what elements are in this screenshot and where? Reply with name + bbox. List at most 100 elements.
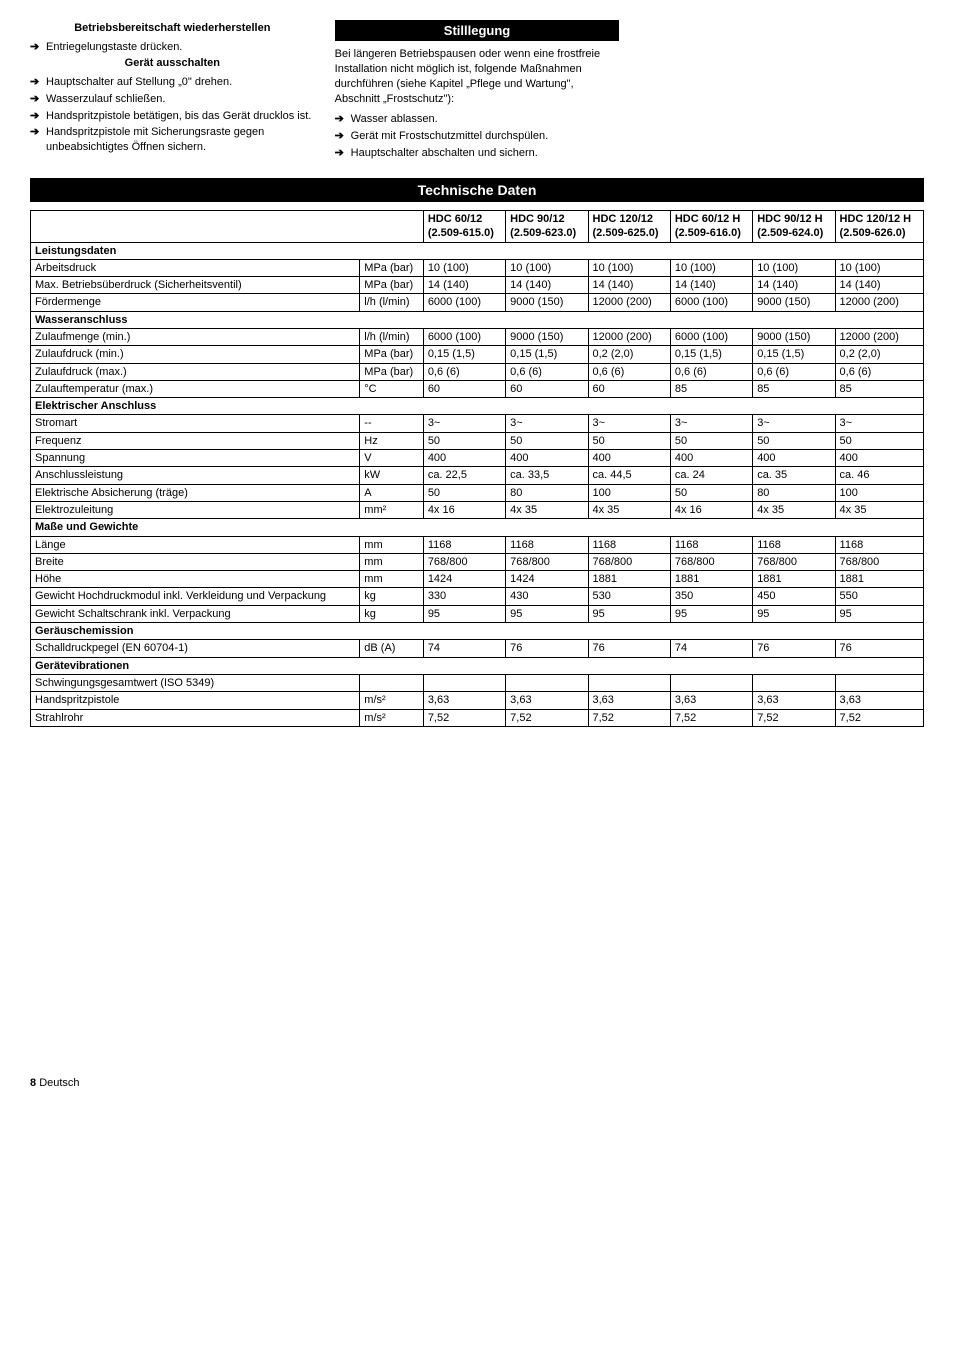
heading-tech-data: Technische Daten — [30, 178, 924, 202]
cell: 3~ — [670, 415, 752, 432]
cell: 95 — [670, 605, 752, 622]
cell: 530 — [588, 588, 670, 605]
cell: 95 — [423, 605, 505, 622]
arrow-icon: ➔ — [335, 129, 351, 144]
heading-restore: Betriebsbereitschaft wiederherstellen — [30, 22, 315, 34]
table-row: Gewicht Hochdruckmodul inkl. Verkleidung… — [31, 588, 924, 605]
col-header: HDC 90/12 H(2.509-624.0) — [753, 210, 835, 242]
row-unit: MPa (bar) — [360, 346, 424, 363]
cell: 400 — [588, 450, 670, 467]
cell: 80 — [753, 484, 835, 501]
table-row: Höhemm142414241881188118811881 — [31, 571, 924, 588]
row-label: Frequenz — [31, 432, 360, 449]
cell: 4x 16 — [423, 501, 505, 518]
cell: 6000 (100) — [670, 294, 752, 311]
bullet-item: ➔Gerät mit Frostschutzmittel durchspülen… — [335, 129, 620, 144]
cell: 10 (100) — [423, 259, 505, 276]
bullet-item: ➔Hauptschalter abschalten und sichern. — [335, 146, 620, 161]
cell: 10 (100) — [835, 259, 923, 276]
row-label: Elektrische Absicherung (träge) — [31, 484, 360, 501]
cell: 12000 (200) — [835, 294, 923, 311]
cell: 9000 (150) — [506, 294, 588, 311]
cell: 1168 — [588, 536, 670, 553]
row-label: Anschlussleistung — [31, 467, 360, 484]
heading-shutoff: Gerät ausschalten — [30, 57, 315, 69]
cell: 50 — [753, 432, 835, 449]
col-header: HDC 120/12(2.509-625.0) — [588, 210, 670, 242]
cell: 3,63 — [670, 692, 752, 709]
row-label: Stromart — [31, 415, 360, 432]
cell: 1881 — [670, 571, 752, 588]
row-unit: mm — [360, 571, 424, 588]
cell: 3,63 — [835, 692, 923, 709]
top-columns: Betriebsbereitschaft wiederherstellen ➔E… — [30, 20, 924, 163]
cell: 0,2 (2,0) — [588, 346, 670, 363]
bullet-text: Handspritzpistole mit Sicherungsraste ge… — [46, 125, 315, 155]
row-label: Zulaufdruck (max.) — [31, 363, 360, 380]
cell — [506, 674, 588, 691]
cell: 1168 — [670, 536, 752, 553]
cell: 14 (140) — [670, 277, 752, 294]
cell: 14 (140) — [753, 277, 835, 294]
cell: 50 — [835, 432, 923, 449]
table-row: FrequenzHz505050505050 — [31, 432, 924, 449]
cell: 0,6 (6) — [506, 363, 588, 380]
cell: 3~ — [835, 415, 923, 432]
cell: 60 — [588, 380, 670, 397]
cell: 1881 — [753, 571, 835, 588]
cell: 550 — [835, 588, 923, 605]
cell: 7,52 — [506, 709, 588, 726]
cell: 3,63 — [588, 692, 670, 709]
section-label: Wasseranschluss — [31, 311, 924, 328]
cell: 85 — [753, 380, 835, 397]
cell: 95 — [753, 605, 835, 622]
cell: 95 — [835, 605, 923, 622]
table-row: Zulaufdruck (max.)MPa (bar) 0,6 (6)0,6 (6… — [31, 363, 924, 380]
row-label: Elektrozuleitung — [31, 501, 360, 518]
cell: 7,52 — [670, 709, 752, 726]
cell: 100 — [588, 484, 670, 501]
row-label: Breite — [31, 553, 360, 570]
cell: 400 — [423, 450, 505, 467]
tech-data-table: HDC 60/12(2.509-615.0) HDC 90/12(2.509-6… — [30, 210, 924, 727]
cell: 0,15 (1,5) — [753, 346, 835, 363]
cell: 350 — [670, 588, 752, 605]
cell: 768/800 — [588, 553, 670, 570]
cell: 50 — [506, 432, 588, 449]
table-row: Strahlrohrm/s²7,527,527,527,527,527,52 — [31, 709, 924, 726]
cell: 9000 (150) — [753, 328, 835, 345]
heading-stilllegung: Stilllegung — [335, 20, 620, 41]
cell: 3,63 — [506, 692, 588, 709]
cell: ca. 46 — [835, 467, 923, 484]
cell: 60 — [423, 380, 505, 397]
cell: 60 — [506, 380, 588, 397]
cell: 3~ — [588, 415, 670, 432]
cell: 85 — [835, 380, 923, 397]
row-label: Spannung — [31, 450, 360, 467]
table-row: Max. Betriebsüberdruck (Sicherheitsventi… — [31, 277, 924, 294]
bullet-text: Hauptschalter abschalten und sichern. — [351, 146, 620, 161]
table-row: Elektrische Absicherung (träge)A50801005… — [31, 484, 924, 501]
row-unit: dB (A) — [360, 640, 424, 657]
cell: 0,15 (1,5) — [670, 346, 752, 363]
table-row: Längemm116811681168116811681168 — [31, 536, 924, 553]
cell: 1168 — [423, 536, 505, 553]
cell: 0,6 (6) — [588, 363, 670, 380]
row-label: Gewicht Hochdruckmodul inkl. Verkleidung… — [31, 588, 360, 605]
cell — [423, 674, 505, 691]
table-row: Breitemm768/800768/800768/800768/800768/… — [31, 553, 924, 570]
cell: 12000 (200) — [835, 328, 923, 345]
section-row: Gerätevibrationen — [31, 657, 924, 674]
page-footer: 8 Deutsch — [30, 1077, 924, 1089]
row-label: Zulauftemperatur (max.) — [31, 380, 360, 397]
arrow-icon: ➔ — [335, 146, 351, 161]
cell: 9000 (150) — [506, 328, 588, 345]
row-unit: kg — [360, 588, 424, 605]
row-unit: MPa (bar) — [360, 363, 424, 380]
cell: 76 — [835, 640, 923, 657]
arrow-icon: ➔ — [30, 125, 46, 140]
row-unit: -- — [360, 415, 424, 432]
row-label: Max. Betriebsüberdruck (Sicherheitsventi… — [31, 277, 360, 294]
table-row: ArbeitsdruckMPa (bar)10 (100)10 (100)10 … — [31, 259, 924, 276]
cell: 330 — [423, 588, 505, 605]
